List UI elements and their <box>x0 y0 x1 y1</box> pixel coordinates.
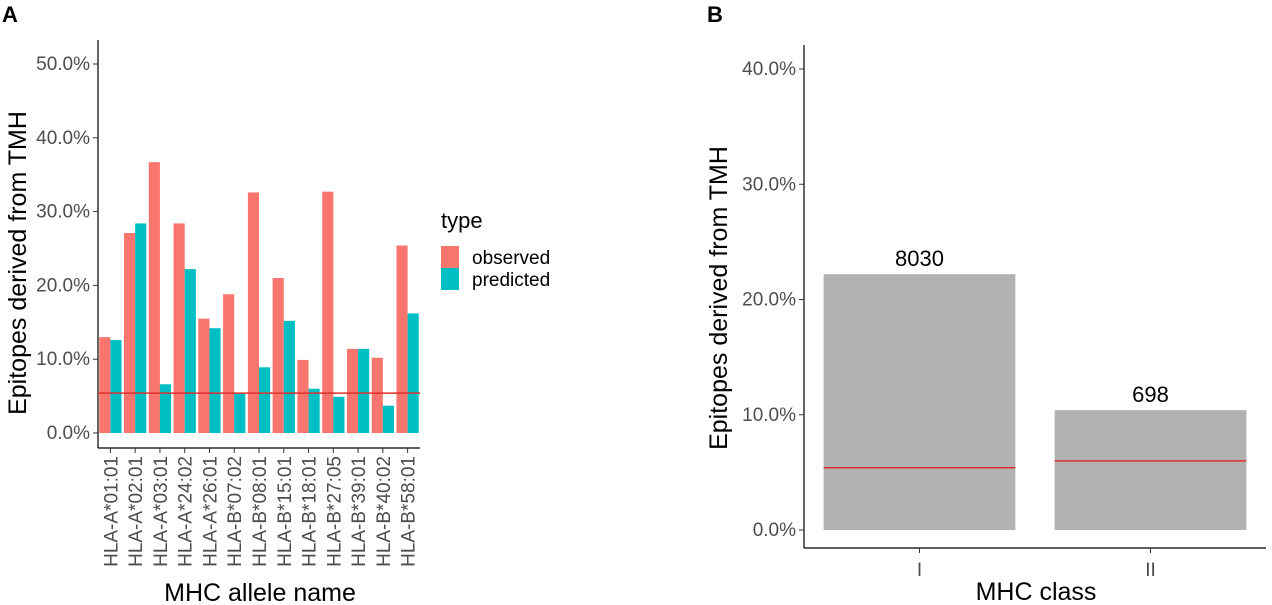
x-axis-title-a: MHC allele name <box>164 579 356 605</box>
bar-observed <box>223 294 235 433</box>
chart-panel-a: Epitopes derived from TMH MHC allele nam… <box>4 40 550 605</box>
legend-swatch-predicted <box>441 268 459 290</box>
bar-predicted <box>159 384 172 433</box>
bar-predicted <box>184 269 196 433</box>
bar-observed <box>148 162 160 434</box>
x-tick-label-a: HLA-B*39:01 <box>349 456 370 567</box>
bar-predicted <box>110 340 122 433</box>
bar-observed <box>247 192 259 433</box>
x-tick-label-a: HLA-B*15:01 <box>275 456 296 567</box>
x-tick-label-a: HLA-A*01:01 <box>101 456 122 567</box>
y-tick-label-a: 40.0% <box>36 128 90 149</box>
x-tick-label-a: HLA-A*24:02 <box>176 456 197 567</box>
x-tick-label-a: HLA-B*18:01 <box>300 456 321 567</box>
y-axis-title-a: Epitopes derived from TMH <box>4 111 32 415</box>
y-tick-label-a: 10.0% <box>36 349 90 370</box>
legend-a: type observed predicted <box>441 208 550 291</box>
bar-predicted <box>209 328 221 433</box>
bar-observed <box>346 348 359 433</box>
bar-predicted <box>259 367 271 433</box>
legend-label-observed: observed <box>472 248 550 269</box>
x-tick-label-a: HLA-B*08:01 <box>250 456 271 567</box>
bar-observed <box>198 318 210 433</box>
legend-swatch-observed <box>441 246 459 268</box>
bar-predicted <box>333 396 345 433</box>
x-tick-label-a: HLA-B*27:05 <box>324 456 345 567</box>
y-tick-label-b: 0.0% <box>753 520 796 541</box>
y-tick-label-a: 50.0% <box>36 54 90 75</box>
x-tick-label-b: II <box>1145 560 1156 581</box>
bar-observed <box>272 278 284 433</box>
chart-panel-b: Epitopes derived from TMH MHC class 0.0%… <box>705 45 1266 605</box>
y-axis-title-b: Epitopes derived from TMH <box>705 146 733 450</box>
x-tick-label-a: HLA-B*40:02 <box>374 456 395 567</box>
legend-label-predicted: predicted <box>472 270 550 291</box>
x-tick-label-a: HLA-A*03:01 <box>151 456 172 567</box>
bar-observed <box>297 359 309 433</box>
y-tick-label-b: 30.0% <box>742 174 796 195</box>
bar-class-I <box>823 274 1016 530</box>
x-tick-label-a: HLA-A*26:01 <box>200 456 221 567</box>
bar-predicted <box>283 320 295 433</box>
panel-label-b: B <box>707 2 723 27</box>
y-tick-label-b: 10.0% <box>742 405 796 426</box>
x-tick-label-b: I <box>917 560 922 581</box>
bar-observed <box>396 245 408 433</box>
x-tick-label-a: HLA-B*58:01 <box>399 456 420 567</box>
bar-observed <box>99 337 111 433</box>
bar-predicted <box>358 348 370 433</box>
bar-count-label: 8030 <box>895 246 944 271</box>
bar-predicted <box>135 223 147 433</box>
panel-label-a: A <box>2 2 18 27</box>
bar-class-II <box>1054 410 1247 530</box>
y-tick-label-a: 20.0% <box>36 275 90 296</box>
y-tick-label-a: 30.0% <box>36 202 90 223</box>
bar-count-label: 698 <box>1132 382 1169 407</box>
bar-observed <box>124 233 136 433</box>
x-tick-label-a: HLA-A*02:01 <box>126 456 147 567</box>
x-axis-title-b: MHC class <box>976 578 1097 605</box>
bar-predicted <box>382 405 394 433</box>
bar-predicted <box>234 393 246 433</box>
legend-title: type <box>441 208 483 233</box>
bar-predicted <box>308 388 320 433</box>
bar-observed <box>322 191 334 433</box>
y-tick-label-a: 0.0% <box>47 423 90 444</box>
y-tick-label-b: 40.0% <box>742 59 796 80</box>
bar-observed <box>173 223 185 433</box>
x-tick-label-a: HLA-B*07:02 <box>225 456 246 567</box>
bar-predicted <box>407 313 419 433</box>
y-tick-label-b: 20.0% <box>742 290 796 311</box>
bar-observed <box>371 357 383 433</box>
